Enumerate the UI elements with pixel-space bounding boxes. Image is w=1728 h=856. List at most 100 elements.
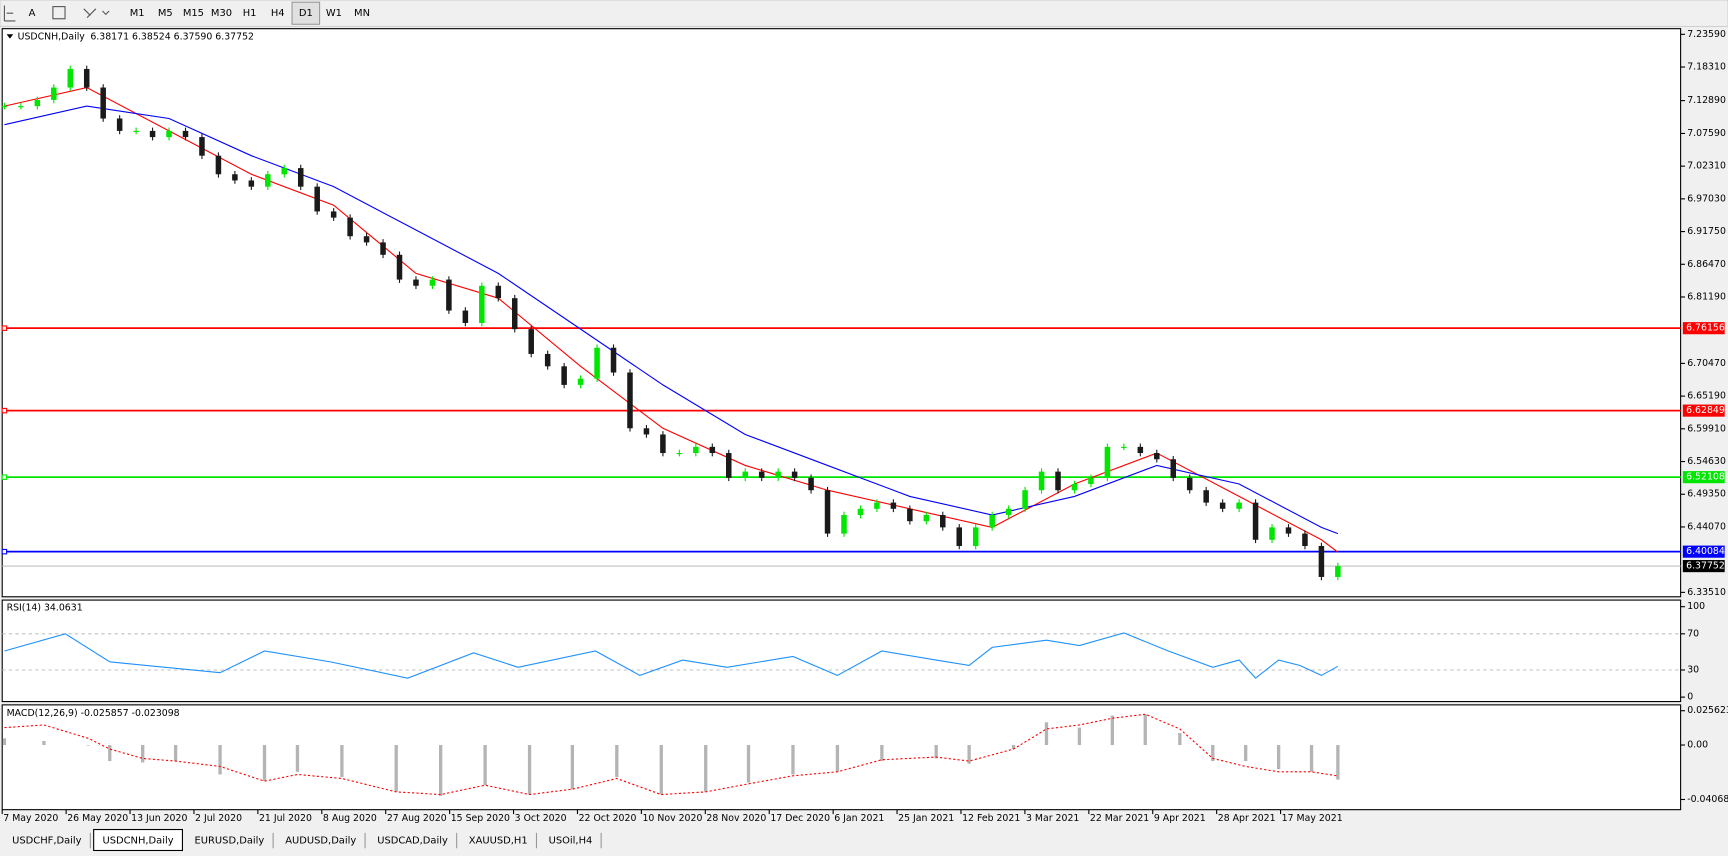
candle (758, 471, 765, 478)
macd-bar (173, 745, 178, 762)
level-handle (1, 548, 8, 555)
candle (1285, 527, 1292, 534)
candle (627, 372, 633, 429)
candle (989, 514, 995, 528)
shapes-icon[interactable] (83, 8, 97, 19)
candle (67, 68, 74, 88)
timeframe-label[interactable]: W1 (326, 8, 342, 19)
y-tick-label: 6.81190 (1687, 291, 1726, 302)
text-label-icon[interactable] (52, 6, 66, 20)
macd-bar (1143, 714, 1147, 746)
timeframe-label[interactable]: M30 (211, 8, 232, 19)
candle (1137, 446, 1144, 454)
x-tick-label: 28 Nov 2020 (706, 813, 766, 824)
x-tick-label: 7 May 2020 (3, 813, 58, 824)
tool-button[interactable]: A (29, 8, 36, 19)
x-tick-label: 3 Mar 2021 (1026, 813, 1079, 824)
tab[interactable] (185, 829, 274, 851)
x-tick-label: 3 Oct 2020 (515, 813, 567, 824)
y-tick-label: 6.44070 (1687, 521, 1726, 532)
candle (511, 298, 518, 330)
tab[interactable] (3, 829, 91, 851)
timeframe-label[interactable]: M15 (183, 8, 204, 19)
level-label: 6.62849 (1686, 405, 1725, 416)
y-tick-label: 30 (1687, 664, 1699, 675)
macd-bar (439, 745, 443, 796)
macd-bar (615, 745, 619, 778)
candle (643, 428, 650, 435)
candle (923, 514, 930, 522)
rsi-line (4, 632, 1339, 679)
candle (34, 99, 41, 107)
level-handle (1, 407, 8, 414)
y-tick-label: 6.65190 (1687, 391, 1726, 402)
level-tag (1682, 545, 1725, 558)
y-tick-label: 0.025623 (1687, 705, 1728, 716)
macd-bar (218, 745, 222, 775)
tab-label[interactable]: EURUSD,Daily (195, 836, 265, 847)
tab-label[interactable]: USOil,H4 (549, 836, 593, 847)
candle (396, 254, 403, 280)
timeframe-label[interactable]: H4 (271, 8, 285, 19)
level-tag (1682, 322, 1725, 335)
timeframe-label[interactable]: H1 (243, 8, 257, 19)
rsi-panel (1, 599, 1682, 703)
tab-label[interactable]: AUDUSD,Daily (285, 836, 356, 847)
tab[interactable] (93, 828, 183, 852)
candle (133, 130, 139, 133)
x-tick-label: 13 Jun 2020 (131, 813, 187, 824)
tab-label[interactable]: USDCHF,Daily (12, 836, 82, 847)
chart-title: USDCNH,Daily 6.38171 6.38524 6.37590 6.37… (18, 31, 254, 42)
candle (1121, 446, 1127, 448)
candle (907, 508, 913, 522)
tab-label[interactable]: USDCAD,Daily (377, 836, 448, 847)
x-tick-label: 15 Sep 2020 (451, 813, 510, 824)
y-tick-label: 6.59910 (1687, 423, 1726, 434)
tab[interactable] (539, 829, 602, 851)
candle (1236, 502, 1242, 509)
toolbar-icons (3, 5, 110, 22)
tab-label[interactable]: USDCNH,Daily (102, 836, 173, 847)
macd-bar (262, 745, 267, 782)
candle (857, 508, 864, 515)
candle (594, 347, 600, 379)
tab[interactable] (459, 829, 537, 851)
candle (824, 490, 831, 534)
dropdown-icon[interactable] (102, 10, 110, 16)
macd-bar (967, 745, 971, 764)
candle (791, 471, 798, 478)
candle (446, 279, 452, 311)
timeframe-label[interactable]: M1 (130, 8, 145, 19)
timeframe-label[interactable]: D1 (299, 8, 313, 19)
candle (116, 118, 123, 131)
macd-bar (880, 745, 884, 762)
candle (1203, 490, 1209, 503)
price-panel (1, 28, 1682, 598)
candle (100, 87, 106, 119)
macd-panel (1, 704, 1682, 811)
macd-bar (1336, 745, 1340, 780)
y-tick-label: 6.33510 (1687, 587, 1726, 598)
candle (1, 106, 8, 108)
crosshair-icon[interactable] (3, 5, 16, 22)
x-tick-label: 12 Feb 2021 (962, 813, 1020, 824)
candle (1219, 502, 1226, 509)
candle (479, 285, 485, 323)
timeframe-label[interactable]: MN (354, 8, 370, 19)
candle (1005, 508, 1012, 515)
candle (380, 242, 386, 255)
tab[interactable] (276, 829, 366, 851)
candle (281, 168, 288, 175)
candle (314, 186, 320, 212)
candle (561, 366, 567, 385)
tab-label[interactable]: XAUUSD,H1 (469, 836, 528, 847)
candle (330, 211, 337, 218)
x-tick-label: 10 Nov 2020 (642, 813, 702, 824)
y-tick-label: 7.07590 (1687, 128, 1726, 139)
x-tick-label: 22 Mar 2021 (1090, 813, 1149, 824)
candle (297, 168, 304, 187)
timeframe-label[interactable]: M5 (158, 8, 173, 19)
level-label: 6.76156 (1686, 323, 1725, 334)
tab[interactable] (368, 829, 457, 851)
timeframe-button[interactable] (291, 1, 321, 25)
